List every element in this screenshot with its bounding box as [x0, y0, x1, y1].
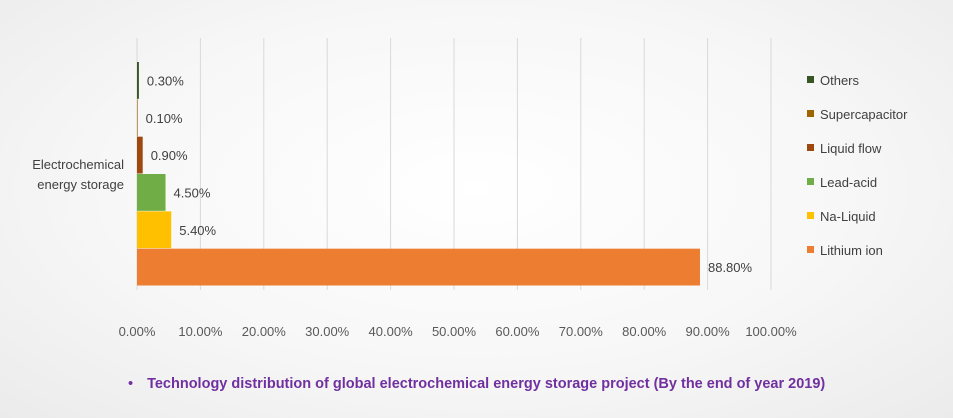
- data-label: 0.90%: [151, 148, 188, 163]
- data-label: 88.80%: [708, 260, 753, 275]
- legend-swatch: [807, 178, 814, 185]
- data-label: 4.50%: [174, 185, 211, 200]
- legend-swatch: [807, 212, 814, 219]
- bars: [137, 62, 700, 286]
- data-label: 5.40%: [179, 223, 216, 238]
- x-tick-label: 100.00%: [745, 324, 797, 339]
- gridlines: [136, 38, 772, 290]
- category-label: energy storage: [37, 177, 124, 192]
- x-tick-label: 40.00%: [369, 324, 414, 339]
- legend-swatch: [807, 144, 814, 151]
- bar-na-liquid: [137, 211, 172, 249]
- x-tick-label: 80.00%: [622, 324, 667, 339]
- legend-swatch: [807, 76, 814, 83]
- caption-bullet: •: [128, 376, 134, 392]
- x-tick-label: 0.00%: [119, 324, 156, 339]
- x-tick-label: 50.00%: [432, 324, 477, 339]
- x-tick-label: 70.00%: [559, 324, 604, 339]
- data-labels: 0.30% 0.10% 0.90% 4.50% 5.40% 88.80%: [146, 73, 753, 275]
- legend: Others Supercapacitor Liquid flow Lead-acid…: [807, 73, 908, 258]
- caption-text: Technology distribution of global electr…: [147, 376, 826, 392]
- bar-lithium-ion: [137, 248, 700, 286]
- x-tick-label: 60.00%: [495, 324, 540, 339]
- legend-label: Lithium ion: [820, 243, 883, 258]
- category-axis: Electrochemical energy storage: [32, 157, 124, 192]
- chart-caption: • Technology distribution of global elect…: [128, 376, 825, 392]
- category-label: Electrochemical: [32, 157, 124, 172]
- bar-others: [137, 62, 139, 99]
- legend-label: Liquid flow: [820, 141, 882, 156]
- data-label: 0.10%: [146, 111, 183, 126]
- x-tick-label: 10.00%: [178, 324, 223, 339]
- legend-label: Supercapacitor: [820, 107, 908, 122]
- bar-liquid-flow: [137, 136, 143, 174]
- legend-label: Na-Liquid: [820, 209, 876, 224]
- legend-label: Others: [820, 73, 860, 88]
- data-label: 0.30%: [147, 73, 184, 88]
- x-tick-label: 20.00%: [242, 324, 287, 339]
- legend-swatch: [807, 110, 814, 117]
- x-tick-label: 30.00%: [305, 324, 350, 339]
- legend-swatch: [807, 246, 814, 253]
- x-axis: 0.00% 10.00% 20.00% 30.00% 40.00% 50.00% 60.00…: [119, 324, 798, 339]
- bar-lead-acid: [137, 174, 166, 211]
- x-tick-label: 90.00%: [686, 324, 731, 339]
- legend-label: Lead-acid: [820, 175, 877, 190]
- bar-supercapacitor: [137, 99, 138, 137]
